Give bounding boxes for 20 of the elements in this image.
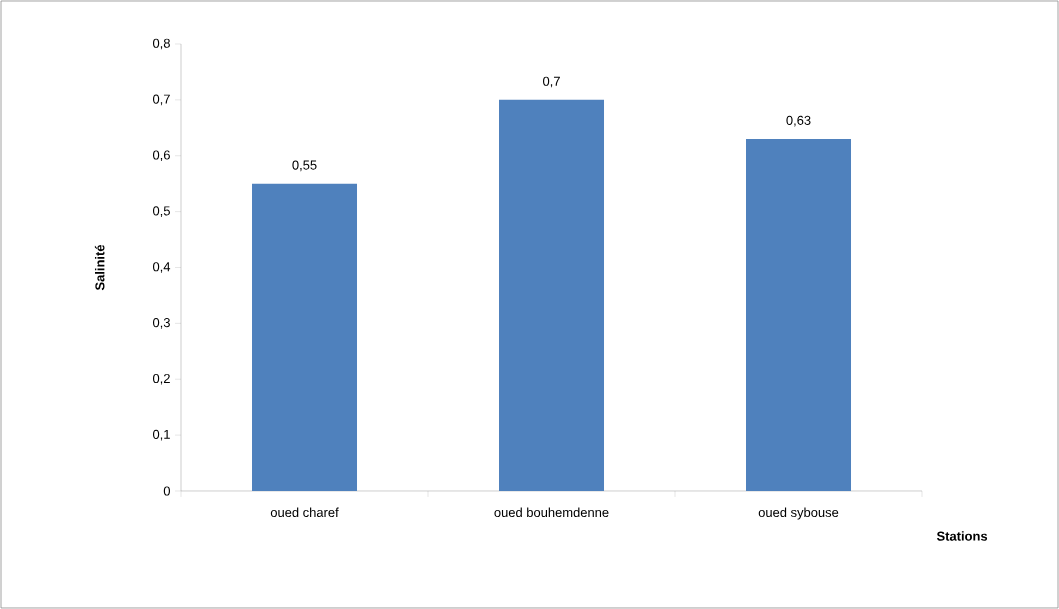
x-tick-label: oued sybouse — [758, 507, 839, 520]
y-tick-label: 0,1 — [152, 429, 170, 441]
x-tick-label: oued charef — [270, 507, 339, 518]
data-label: 0,55 — [292, 160, 317, 172]
y-tick-label: 0,6 — [152, 150, 170, 162]
x-tick-label: oued bouhemdenne — [494, 507, 609, 518]
data-label: 0,7 — [543, 76, 560, 88]
y-tick-label: 0 — [163, 486, 170, 496]
bar — [252, 183, 358, 491]
bar — [499, 99, 605, 491]
y-tick-label: 0,2 — [152, 373, 170, 385]
y-axis-title: Salinité — [94, 244, 105, 291]
bar — [746, 138, 852, 491]
y-tick-label: 0,5 — [152, 206, 170, 217]
y-tick-label: 0,7 — [152, 94, 170, 106]
x-axis-title: Stations — [936, 531, 988, 541]
y-tick-label: 0,8 — [152, 38, 170, 50]
data-label: 0,63 — [786, 115, 811, 127]
y-tick-label: 0,4 — [152, 262, 171, 273]
y-tick-label: 0,3 — [152, 318, 170, 329]
